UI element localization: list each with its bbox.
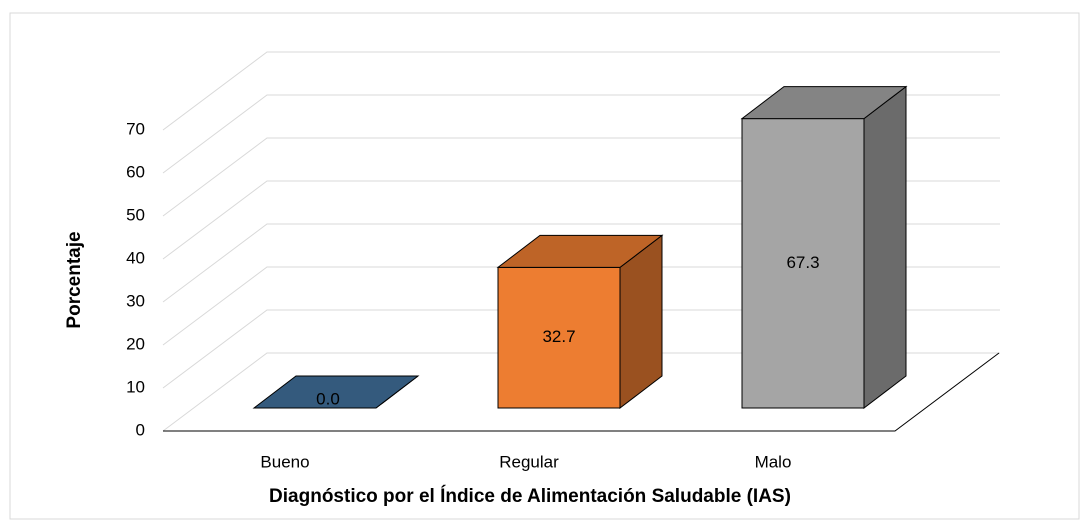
x-tick-label: Bueno (260, 452, 309, 471)
data-label: 67.3 (786, 253, 819, 272)
y-tick-label: 20 (126, 334, 145, 353)
y-tick-label: 40 (126, 248, 145, 267)
y-tick-label: 0 (136, 420, 145, 439)
y-tick-label: 30 (126, 291, 145, 310)
bar (497, 266, 621, 409)
y-tick-label: 50 (126, 205, 145, 224)
y-tick-label: 10 (126, 377, 145, 396)
data-label: 0.0 (316, 389, 340, 408)
grid-line (162, 51, 1000, 131)
x-tick-label: Regular (499, 452, 559, 471)
y-axis-title: Porcentaje (64, 231, 85, 328)
bar-side (863, 85, 907, 410)
bar-top (740, 86, 908, 120)
y-tick-label: 60 (126, 162, 145, 181)
bar-top (496, 234, 664, 268)
y-tick-label: 70 (126, 119, 145, 138)
bar-top (252, 375, 420, 409)
floor-edge (163, 352, 1000, 432)
data-label: 32.7 (542, 327, 575, 346)
x-tick-label: Malo (755, 452, 792, 471)
x-axis-title: Diagnóstico por el Índice de Alimentació… (269, 485, 791, 507)
grid-line (162, 94, 1000, 174)
